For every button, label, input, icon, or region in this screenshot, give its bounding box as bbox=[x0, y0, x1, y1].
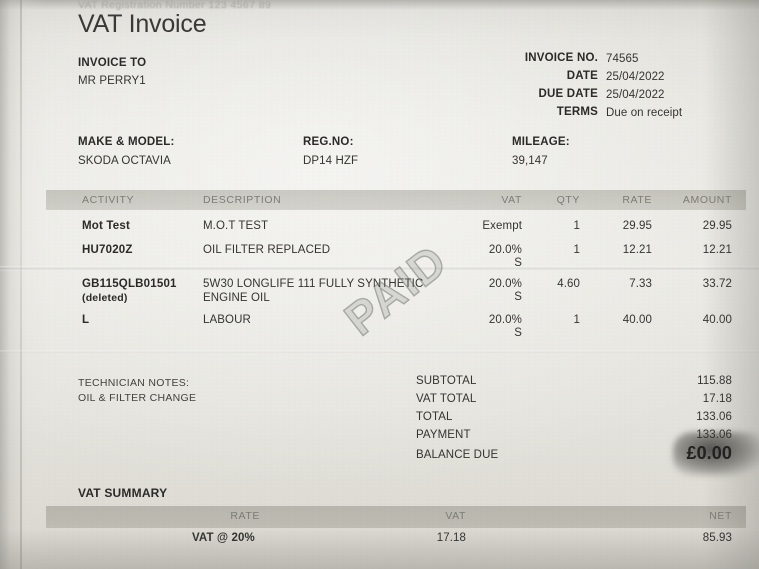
table-row: HU7020Z bbox=[82, 244, 133, 256]
table-row: Exempt bbox=[482, 220, 522, 232]
date-value: 25/04/2022 bbox=[606, 71, 665, 83]
terms-value: Due on receipt bbox=[606, 107, 683, 119]
column-header-vat: VAT bbox=[501, 194, 522, 206]
subtotal-label: SUBTOTAL bbox=[416, 375, 477, 387]
terms-label: TERMS bbox=[556, 106, 598, 118]
table-row: 4.60 bbox=[557, 278, 580, 290]
make-model-value: SKODA OCTAVIA bbox=[78, 155, 171, 167]
balance-due-value: £0.00 bbox=[686, 443, 732, 463]
technician-notes-label: TECHNICIAN NOTES: bbox=[78, 377, 190, 389]
invoice-to-label: INVOICE TO bbox=[78, 57, 147, 69]
table-row: OIL FILTER REPLACED bbox=[203, 244, 331, 256]
due-date-label: DUE DATE bbox=[538, 88, 598, 100]
vat-registration-line: VAT Registration Number 123 4567 89 bbox=[78, 0, 272, 11]
table-row: GB115QLB01501 bbox=[82, 278, 177, 290]
invoice-no-label: INVOICE NO. bbox=[524, 52, 598, 64]
total-label: TOTAL bbox=[416, 411, 453, 423]
table-row: 1 bbox=[573, 220, 580, 232]
vat-summary-row-net: 85.93 bbox=[702, 532, 732, 544]
table-row: ENGINE OIL bbox=[203, 292, 270, 304]
table-row: 40.00 bbox=[622, 314, 652, 326]
column-header-qty: QTY bbox=[556, 194, 580, 206]
invoice-to-name: MR PERRY1 bbox=[78, 75, 146, 87]
table-row: S bbox=[514, 291, 522, 303]
table-row: 5W30 LONGLIFE 111 FULLY SYNTHETIC bbox=[203, 278, 424, 290]
balance-due-label: BALANCE DUE bbox=[416, 449, 499, 461]
total-value: 133.06 bbox=[696, 411, 732, 423]
column-header-description: DESCRIPTION bbox=[203, 194, 282, 206]
vat-summary-title: VAT SUMMARY bbox=[78, 486, 168, 500]
column-header-activity: ACTIVITY bbox=[82, 194, 135, 206]
table-row: 7.33 bbox=[629, 278, 652, 290]
page-title: VAT Invoice bbox=[78, 10, 207, 38]
table-row: 20.0% bbox=[488, 314, 522, 326]
column-header-amount: AMOUNT bbox=[682, 194, 732, 206]
vat-summary-row-rate: VAT @ 20% bbox=[192, 532, 255, 544]
table-row: 12.21 bbox=[702, 244, 732, 256]
vat-summary-header-rate: RATE bbox=[230, 510, 260, 522]
mileage-value: 39,147 bbox=[512, 155, 548, 167]
reg-no-value: DP14 HZF bbox=[303, 155, 359, 167]
vat-summary-row-vat: 17.18 bbox=[436, 532, 466, 544]
table-row: LABOUR bbox=[203, 314, 251, 326]
reg-no-label: REG.NO: bbox=[303, 136, 354, 148]
payment-value: 133.06 bbox=[696, 429, 732, 441]
technician-notes-text: OIL & FILTER CHANGE bbox=[78, 392, 197, 404]
table-row: 29.95 bbox=[702, 220, 732, 232]
table-row: 40.00 bbox=[702, 314, 732, 326]
invoice-no-value: 74565 bbox=[606, 53, 639, 65]
vat-summary-header-net: NET bbox=[709, 510, 732, 522]
table-row: L bbox=[82, 314, 90, 326]
table-row: 1 bbox=[573, 314, 580, 326]
table-row: M.O.T TEST bbox=[203, 220, 269, 232]
table-row: S bbox=[514, 257, 522, 269]
table-row: 1 bbox=[573, 244, 580, 256]
table-row: 33.72 bbox=[702, 278, 732, 290]
table-row: 20.0% bbox=[488, 244, 522, 256]
vat-total-label: VAT TOTAL bbox=[416, 393, 477, 405]
make-model-label: MAKE & MODEL: bbox=[78, 136, 175, 148]
date-label: DATE bbox=[566, 70, 598, 82]
table-row: 29.95 bbox=[622, 220, 652, 232]
payment-label: PAYMENT bbox=[416, 429, 471, 441]
vat-summary-header-vat: VAT bbox=[445, 510, 466, 522]
table-row: 20.0% bbox=[488, 278, 522, 290]
table-row: 12.21 bbox=[622, 244, 652, 256]
mileage-label: MILEAGE: bbox=[512, 136, 570, 148]
due-date-value: 25/04/2022 bbox=[606, 89, 665, 101]
vat-total-value: 17.18 bbox=[702, 393, 732, 405]
table-row: S bbox=[514, 327, 522, 339]
table-row: Mot Test bbox=[82, 220, 131, 232]
column-header-rate: RATE bbox=[622, 194, 652, 206]
subtotal-value: 115.88 bbox=[697, 375, 732, 387]
table-row: (deleted) bbox=[82, 292, 128, 304]
